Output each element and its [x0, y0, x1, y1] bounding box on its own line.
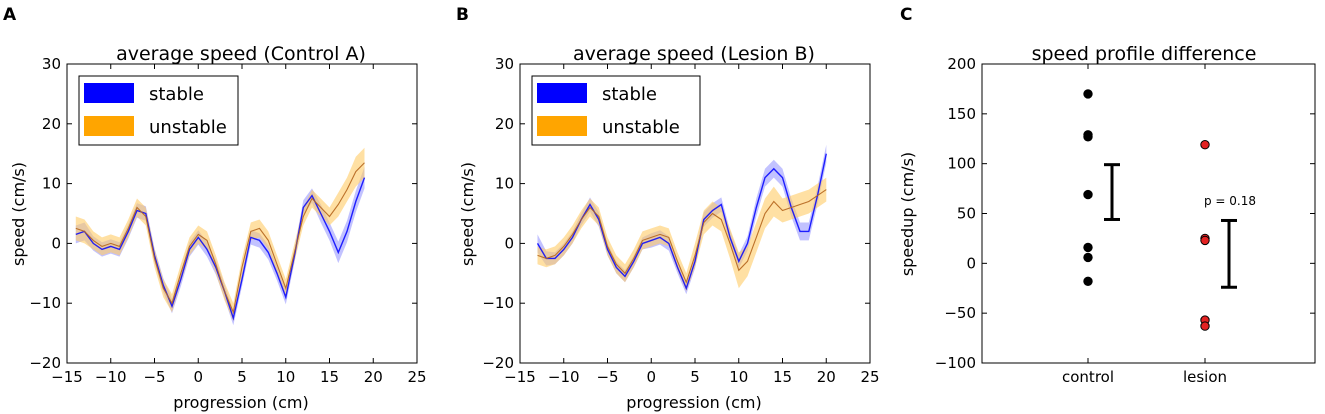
- y-tick-label: 20: [495, 115, 514, 133]
- x-tick-label: 0: [646, 368, 656, 386]
- p-value-annotation: p = 0.18: [1204, 194, 1256, 208]
- data-point-lesion: [1200, 140, 1210, 150]
- legend-swatch-unstable-a: [84, 116, 134, 136]
- data-point-control: [1083, 276, 1093, 286]
- y-axis-a: −20 −10 0 10 20 30: [29, 55, 417, 372]
- y-axis-label-a: speed (cm/s): [9, 162, 28, 266]
- y-tick-label: 0: [504, 234, 514, 252]
- data-point-lesion: [1200, 321, 1210, 331]
- y-tick-label: −100: [935, 354, 976, 372]
- y-tick-label: 30: [495, 55, 514, 73]
- x-tick-label: −5: [143, 368, 165, 386]
- x-tick-label: −10: [548, 368, 580, 386]
- x-tick-label: −15: [504, 368, 536, 386]
- x-tick-label: 0: [193, 368, 203, 386]
- data-point-control: [1083, 189, 1093, 200]
- plot-area-c: [1083, 89, 1237, 331]
- y-tick-label: 0: [966, 254, 976, 272]
- y-tick-label: −20: [29, 354, 61, 372]
- x-tick-label: 10: [729, 368, 748, 386]
- y-tick-label: 30: [42, 55, 61, 73]
- x-tick-label-control: control: [1062, 368, 1114, 386]
- legend-b: stable unstable: [531, 75, 701, 146]
- y-tick-label: 50: [957, 205, 976, 223]
- panel-label-c: C: [900, 5, 912, 25]
- chart-title-b: average speed (Lesion B): [573, 43, 815, 65]
- legend-label-stable-a: stable: [149, 84, 204, 105]
- x-tick-label: −10: [95, 368, 127, 386]
- y-axis-c: −100 −50 0 50 100 150 200: [935, 55, 1315, 372]
- panel-label-a: A: [3, 5, 17, 25]
- x-tick-label: 25: [860, 368, 879, 386]
- confidence-band-unstable-a: [75, 147, 365, 322]
- x-axis-label-a: progression (cm): [173, 393, 308, 412]
- axes-frame-c: [981, 63, 1316, 364]
- x-tick-label: 15: [320, 368, 339, 386]
- y-tick-label: −10: [482, 294, 514, 312]
- legend-a: stable unstable: [78, 75, 239, 146]
- chart-title-a: average speed (Control A): [116, 43, 366, 65]
- data-point-control: [1083, 89, 1093, 99]
- data-point-lesion: [1200, 235, 1210, 246]
- y-tick-label: 200: [947, 55, 976, 73]
- y-tick-label: −20: [482, 354, 514, 372]
- x-tick-label: 5: [237, 368, 247, 386]
- data-point-control: [1083, 252, 1093, 263]
- x-tick-label: −5: [596, 368, 618, 386]
- panel-a: A average speed (Control A) −15 −10 −5 0 5 10…: [3, 5, 427, 412]
- y-tick-label: 0: [51, 234, 61, 252]
- data-point-control: [1083, 242, 1093, 253]
- x-axis-c: control lesion: [1062, 64, 1227, 386]
- y-tick-label: −10: [29, 294, 61, 312]
- legend-swatch-unstable-b: [537, 116, 587, 136]
- x-tick-label: 10: [276, 368, 295, 386]
- x-tick-label: 5: [690, 368, 700, 386]
- legend-label-stable-b: stable: [602, 84, 657, 105]
- y-axis-label-c: speedup (cm/s): [898, 152, 917, 276]
- legend-swatch-stable-b: [537, 83, 587, 103]
- x-tick-label: 25: [407, 368, 426, 386]
- series-line-unstable-a: [75, 162, 365, 315]
- y-tick-label: 20: [42, 115, 61, 133]
- y-tick-label: 150: [947, 105, 976, 123]
- panel-b: B average speed (Lesion B) −15 −10 −5 0 5 10 1…: [456, 5, 880, 412]
- x-tick-label-lesion: lesion: [1183, 368, 1227, 386]
- x-axis-a: −15 −10 −5 0 5 10 15 20 25: [51, 64, 427, 386]
- x-axis-label-b: progression (cm): [626, 393, 761, 412]
- series-line-stable-b: [536, 153, 827, 291]
- y-axis-label-b: speed (cm/s): [458, 162, 477, 266]
- legend-label-unstable-b: unstable: [602, 117, 680, 138]
- series-line-unstable-b: [537, 189, 827, 284]
- panel-label-b: B: [456, 5, 469, 25]
- chart-title-c: speed profile difference: [1032, 43, 1257, 65]
- x-axis-b: −15 −10 −5 0 5 10 15 20 25: [504, 64, 880, 386]
- legend-label-unstable-a: unstable: [149, 117, 227, 138]
- y-tick-label: 10: [42, 175, 61, 193]
- y-tick-label: −50: [944, 304, 976, 322]
- confidence-band-unstable-b: [537, 177, 827, 292]
- x-tick-label: 20: [817, 368, 836, 386]
- legend-swatch-stable-a: [84, 83, 134, 103]
- y-tick-label: 10: [495, 175, 514, 193]
- y-tick-label: 100: [947, 155, 976, 173]
- y-axis-b: −20 −10 0 10 20 30: [482, 55, 870, 372]
- x-tick-label: −15: [51, 368, 83, 386]
- plot-area-b: [536, 144, 827, 295]
- data-point-control: [1083, 132, 1093, 142]
- panel-c: C speed profile difference control lesion…: [898, 5, 1316, 386]
- x-tick-label: 15: [773, 368, 792, 386]
- plot-area-a: [75, 147, 366, 326]
- x-tick-label: 20: [364, 368, 383, 386]
